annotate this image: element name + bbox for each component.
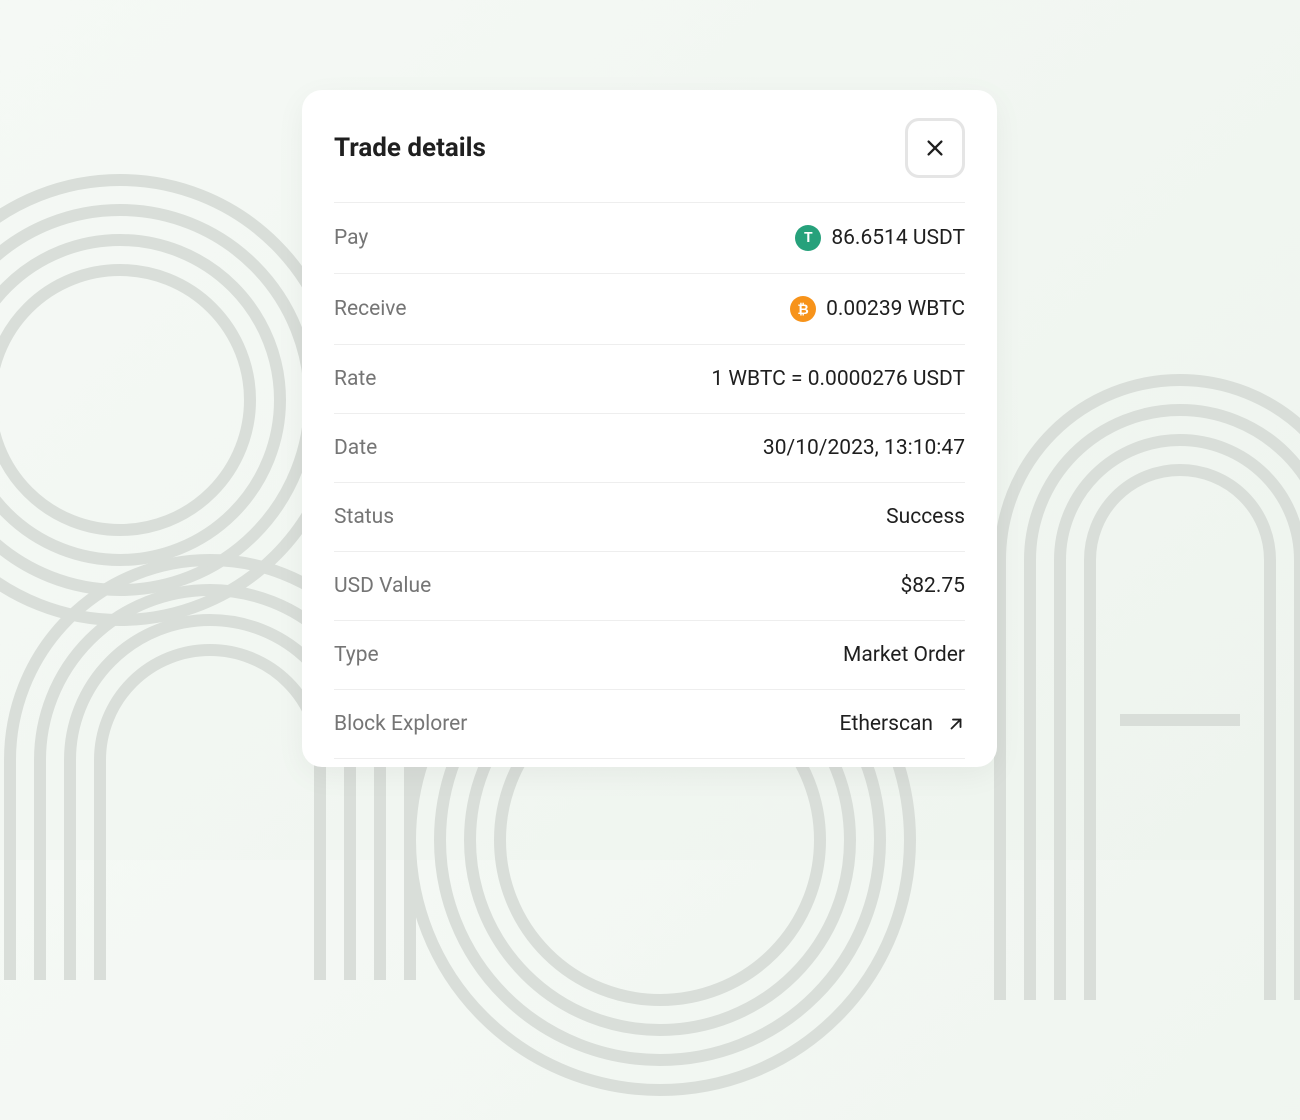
row-value-rate: 1 WBTC = 0.0000276 USDT (711, 367, 965, 391)
row-pay: Pay T 86.6514 USDT (334, 203, 965, 274)
row-usd-value: USD Value $82.75 (334, 552, 965, 621)
row-value-status: Success (886, 505, 965, 529)
row-label-type: Type (334, 643, 379, 667)
row-label-receive: Receive (334, 297, 407, 321)
trade-details-modal: Trade details Pay T 86.6514 USDT Receive… (302, 90, 997, 767)
usdt-token-icon: T (795, 225, 821, 251)
row-label-status: Status (334, 505, 394, 529)
row-rate: Rate 1 WBTC = 0.0000276 USDT (334, 345, 965, 414)
row-value-block-explorer: Etherscan (840, 712, 965, 736)
row-label-usd-value: USD Value (334, 574, 431, 598)
row-value-date: 30/10/2023, 13:10:47 (763, 436, 965, 460)
wbtc-token-icon: ₿ (790, 296, 816, 322)
modal-title: Trade details (334, 133, 486, 163)
row-label-pay: Pay (334, 226, 368, 250)
row-value-usd: $82.75 (900, 574, 965, 598)
modal-header: Trade details (334, 118, 965, 203)
row-label-block-explorer: Block Explorer (334, 712, 467, 736)
row-block-explorer[interactable]: Block Explorer Etherscan (334, 690, 965, 759)
row-type: Type Market Order (334, 621, 965, 690)
row-date: Date 30/10/2023, 13:10:47 (334, 414, 965, 483)
row-value-pay: T 86.6514 USDT (795, 225, 965, 251)
close-button[interactable] (905, 118, 965, 178)
block-explorer-name: Etherscan (840, 712, 933, 736)
pay-amount: 86.6514 USDT (831, 226, 965, 250)
row-value-receive: ₿ 0.00239 WBTC (790, 296, 965, 322)
row-status: Status Success (334, 483, 965, 552)
receive-amount: 0.00239 WBTC (826, 297, 965, 321)
external-link-icon (947, 715, 965, 733)
row-label-date: Date (334, 436, 377, 460)
close-icon (924, 137, 946, 159)
row-receive: Receive ₿ 0.00239 WBTC (334, 274, 965, 345)
row-label-rate: Rate (334, 367, 376, 391)
row-value-type: Market Order (843, 643, 965, 667)
